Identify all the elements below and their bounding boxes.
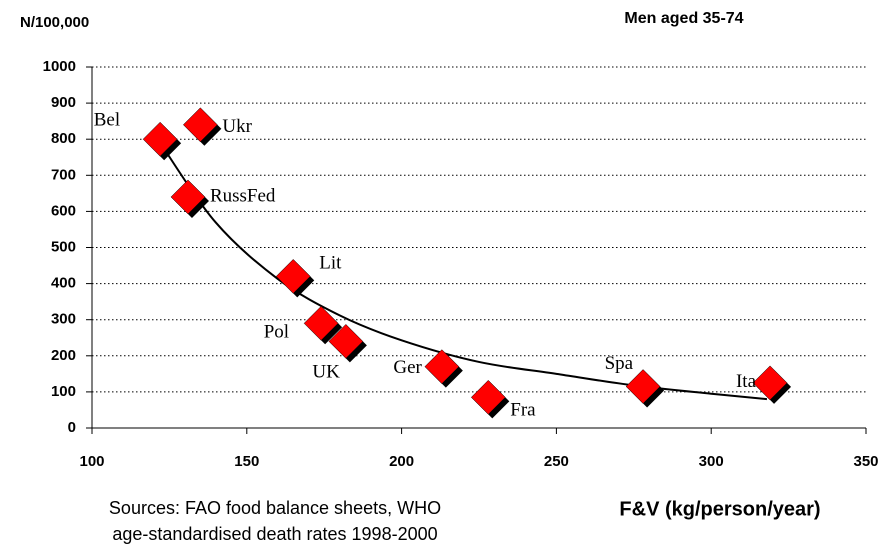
y-tick-label: 400 [51,275,76,292]
trend-line [159,142,768,401]
point [424,349,460,384]
y-tick-label: 700 [51,166,76,183]
x-tick-label: 150 [234,453,259,470]
x-tick-label: 350 [853,453,878,470]
point-label: Lit [319,253,342,274]
x-tick-label: 100 [79,453,104,470]
point [142,121,178,157]
x-axis-label: F&V (kg/person/year) [619,498,820,520]
point [183,107,218,143]
y-tick-label: 100 [51,383,76,400]
point-label: Ukr [222,116,252,137]
y-tick-label: 300 [51,311,76,328]
point-label: Ger [393,357,422,378]
y-axis-label: N/100,000 [20,14,89,31]
x-tick-label: 250 [544,453,569,470]
chart-title: Men aged 35-74 [624,10,743,27]
point-label: Bel [94,110,120,131]
point [328,324,364,359]
point-label: RussFed [210,185,276,206]
y-tick-label: 200 [51,347,76,364]
x-tick-label: 200 [389,453,414,470]
y-tick-label: 500 [51,238,76,255]
point [470,379,506,415]
point-label: Ita [736,371,757,392]
point [625,369,661,404]
point [752,365,788,401]
y-tick-label: 1000 [43,58,76,75]
point-label: Spa [605,353,634,374]
y-tick-label: 900 [51,94,76,111]
point-label: UK [312,362,340,383]
point [170,179,206,215]
y-tick-label: 600 [51,202,76,219]
note: Sources: FAO food balance sheets, WHO [109,498,441,518]
note: age-standardised death rates 1998-2000 [112,524,437,544]
point [275,259,311,294]
y-tick-label: 800 [51,130,76,147]
point-label: Pol [264,322,289,343]
point-label: Fra [510,400,536,421]
point [303,305,339,341]
y-tick-label: 0 [68,419,76,436]
x-tick-label: 300 [699,453,724,470]
